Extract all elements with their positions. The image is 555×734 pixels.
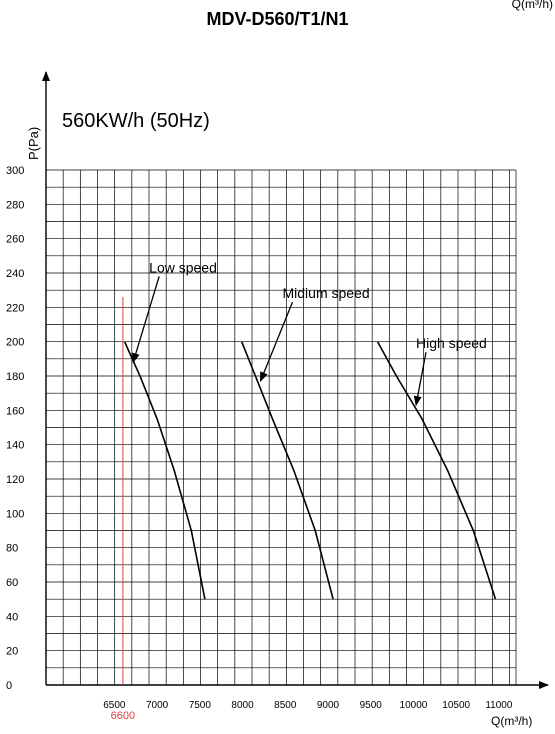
annotation-label: High speed <box>416 335 487 351</box>
x-tick-label: 9000 <box>317 700 340 711</box>
annotation-arrow <box>131 276 160 364</box>
series-line <box>240 341 334 600</box>
annotation-label: Midium speed <box>282 285 369 301</box>
annotation-label: Low speed <box>149 259 217 275</box>
y-tick-label: 0 <box>6 680 12 692</box>
page-title: MDV-D560/T1/N1 <box>206 9 349 29</box>
y-tick-label: 100 <box>6 508 24 520</box>
x-tick-labels: 6500 7000 7500 8000 8500 9000 9500 10000 10500 11… <box>103 700 513 711</box>
top-axis-label-fragment: Q(m³/h) <box>511 0 553 11</box>
y-tick-label: 280 <box>6 199 24 211</box>
x-tick-label: 10000 <box>400 700 428 711</box>
x-tick-label: 8000 <box>231 700 254 711</box>
y-axis-label: P(Pa) <box>26 127 41 160</box>
y-tick-label: 140 <box>6 440 24 452</box>
x-tick-label: 10500 <box>442 700 470 711</box>
annotation-arrow <box>259 301 294 383</box>
chart-axes <box>42 71 549 689</box>
x-tick-label: 8500 <box>274 700 297 711</box>
y-tick-label: 80 <box>6 543 18 555</box>
annotation-arrow <box>413 352 427 407</box>
y-tick-label: 40 <box>6 611 18 623</box>
x-tick-label: 6500 <box>103 700 126 711</box>
x-tick-label: 9500 <box>360 700 383 711</box>
reference-line-label: 6600 <box>111 710 135 722</box>
x-axis-label: Q(m³/h) <box>491 714 532 728</box>
y-tick-label: 300 <box>6 165 24 177</box>
y-tick-label: 60 <box>6 577 18 589</box>
chart-grid <box>46 169 517 686</box>
x-tick-label: 11000 <box>485 700 513 711</box>
series-line <box>376 341 497 600</box>
series-curves <box>123 341 497 600</box>
y-tick-labels: 0 20 40 60 80 100 120 140 160 180 200 220 240 260 280 3… <box>6 165 24 692</box>
y-tick-label: 160 <box>6 405 24 417</box>
curve-annotations: Low speed Midium speed High speed <box>131 259 487 407</box>
y-tick-label: 180 <box>6 371 24 383</box>
x-tick-label: 7000 <box>146 700 169 711</box>
y-tick-label: 20 <box>6 646 18 658</box>
x-tick-label: 7500 <box>189 700 212 711</box>
chart-subtitle: 560KW/h (50Hz) <box>62 110 210 132</box>
series-line <box>123 341 206 600</box>
y-tick-label: 240 <box>6 268 24 280</box>
y-tick-label: 120 <box>6 474 24 486</box>
y-tick-label: 260 <box>6 234 24 246</box>
reference-line-group: 6600 <box>111 297 135 722</box>
y-tick-label: 200 <box>6 337 24 349</box>
y-tick-label: 220 <box>6 302 24 314</box>
